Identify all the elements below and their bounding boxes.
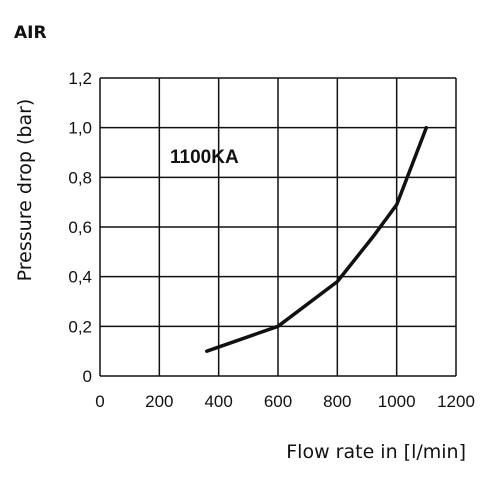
series-layer [205, 125, 429, 353]
x-axis-title: Flow rate in [l/min] [286, 441, 466, 463]
tick-labels: 0 200 400 600 800 1000 1200 0 0,2 0,4 0,6 0,8 1,0 1,2 [68, 69, 475, 411]
x-tick-label: 400 [204, 392, 232, 411]
series-annotation-1100ka: 1100KA [170, 147, 239, 168]
y-tick-label: 0 [83, 367, 92, 386]
x-tick-label: 1200 [437, 392, 475, 411]
y-tick-label: 1,2 [68, 69, 92, 88]
x-tick-label: 600 [264, 392, 292, 411]
x-tick-label: 200 [145, 392, 173, 411]
series-line-1100ka [205, 125, 429, 353]
x-tick-label: 0 [95, 392, 104, 411]
y-tick-label: 0,2 [68, 317, 92, 336]
grid [99, 77, 457, 377]
y-tick-label: 0,8 [68, 168, 92, 187]
section-label: AIR [14, 23, 47, 43]
y-axis-title: Pressure drop (bar) [14, 99, 36, 282]
y-tick-label: 0,4 [68, 268, 92, 287]
x-tick-label: 800 [323, 392, 351, 411]
x-tick-label: 1000 [378, 392, 416, 411]
y-tick-label: 1,0 [68, 119, 92, 138]
y-tick-label: 0,6 [68, 218, 92, 237]
